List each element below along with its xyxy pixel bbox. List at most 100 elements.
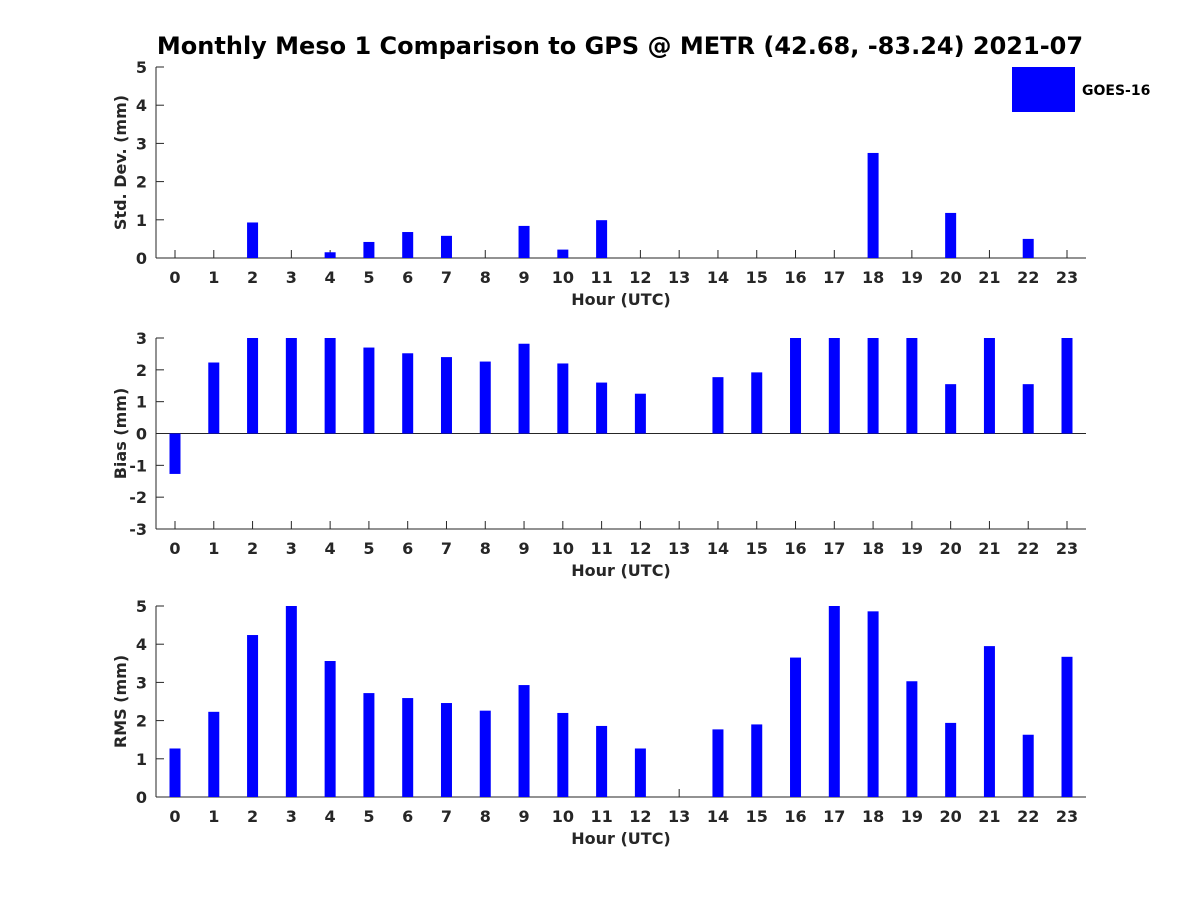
rms-bar-hour-18 xyxy=(867,611,879,797)
bias-x-tick-label: 22 xyxy=(1017,539,1039,558)
std-dev-x-tick-label: 17 xyxy=(823,268,845,287)
rms-y-tick-label: 4 xyxy=(136,635,147,654)
std-dev-x-tick-label: 9 xyxy=(518,268,529,287)
bias-x-tick-label: 14 xyxy=(707,539,729,558)
rms-bar-hour-21 xyxy=(983,646,995,797)
bias-x-tick-label: 16 xyxy=(784,539,806,558)
rms-y-tick-label: 2 xyxy=(136,712,147,731)
std-dev-y-tick-label: 2 xyxy=(136,173,147,192)
rms-x-tick-label: 22 xyxy=(1017,807,1039,826)
std-dev-x-tick-label: 8 xyxy=(480,268,491,287)
rms-y-tick-label: 0 xyxy=(136,788,147,807)
rms-x-tick-label: 13 xyxy=(668,807,690,826)
rms-x-tick-label: 18 xyxy=(862,807,884,826)
rms-bar-hour-17 xyxy=(828,606,840,797)
rms-bar-hour-1 xyxy=(208,711,220,797)
rms-bar-hour-8 xyxy=(479,710,491,797)
bias-bar-hour-16 xyxy=(790,338,802,434)
std-dev-x-tick-label: 4 xyxy=(325,268,336,287)
bias-x-tick-label: 23 xyxy=(1056,539,1078,558)
bias-x-tick-label: 4 xyxy=(325,539,336,558)
rms-x-tick-label: 10 xyxy=(552,807,574,826)
rms-bar-hour-7 xyxy=(440,703,452,797)
bias-x-tick-label: 11 xyxy=(590,539,612,558)
std-dev-bar-hour-20 xyxy=(945,212,957,258)
bias-bar-hour-5 xyxy=(363,347,375,434)
rms-bar-hour-22 xyxy=(1022,734,1034,797)
rms-bar-hour-16 xyxy=(790,657,802,797)
std-dev-bar-hour-4 xyxy=(324,252,336,258)
bias-bar-hour-7 xyxy=(440,357,452,434)
rms-bar-hour-19 xyxy=(906,681,918,797)
std-dev-x-tick-label: 16 xyxy=(784,268,806,287)
std-dev-x-tick-label: 13 xyxy=(668,268,690,287)
std-dev-x-tick-label: 6 xyxy=(402,268,413,287)
bias-x-tick-label: 9 xyxy=(518,539,529,558)
bias-x-tick-label: 5 xyxy=(363,539,374,558)
rms-x-tick-label: 16 xyxy=(784,807,806,826)
std-dev-bar-hour-6 xyxy=(402,232,414,258)
rms-bar-hour-2 xyxy=(247,635,259,797)
std-dev-x-tick-label: 0 xyxy=(169,268,180,287)
bias-x-tick-label: 6 xyxy=(402,539,413,558)
rms-x-tick-label: 17 xyxy=(823,807,845,826)
std-dev-y-tick-label: 5 xyxy=(136,58,147,77)
std-dev-x-tick-label: 21 xyxy=(978,268,1000,287)
bias-x-tick-label: 21 xyxy=(978,539,1000,558)
std-dev-x-tick-label: 14 xyxy=(707,268,729,287)
rms-bar-hour-10 xyxy=(557,712,569,797)
bias-x-tick-label: 2 xyxy=(247,539,258,558)
figure-title: Monthly Meso 1 Comparison to GPS @ METR … xyxy=(157,32,1083,60)
std-dev-x-tick-label: 7 xyxy=(441,268,452,287)
rms-x-tick-label: 6 xyxy=(402,807,413,826)
legend: GOES-16 xyxy=(1012,67,1150,112)
std-dev-x-tick-label: 12 xyxy=(629,268,651,287)
std-dev-bar-hour-7 xyxy=(440,235,452,258)
rms-x-tick-label: 7 xyxy=(441,807,452,826)
legend-label: GOES-16 xyxy=(1082,83,1150,99)
rms-bar-hour-6 xyxy=(402,698,414,797)
bias-bar-hour-22 xyxy=(1022,384,1034,434)
bias-bar-hour-19 xyxy=(906,338,918,434)
rms-bar-hour-9 xyxy=(518,685,530,797)
rms-x-tick-label: 3 xyxy=(286,807,297,826)
bias-x-tick-label: 0 xyxy=(169,539,180,558)
std-dev-bar-hour-18 xyxy=(867,152,879,258)
std-dev-x-tick-label: 11 xyxy=(590,268,612,287)
std-dev-x-axis-label: Hour (UTC) xyxy=(571,290,671,309)
rms-x-tick-label: 12 xyxy=(629,807,651,826)
bias-bar-hour-21 xyxy=(983,338,995,434)
std-dev-y-tick-label: 3 xyxy=(136,134,147,153)
bias-bar-hour-20 xyxy=(945,384,957,434)
rms-bar-hour-4 xyxy=(324,661,336,797)
std-dev-x-tick-label: 22 xyxy=(1017,268,1039,287)
bias-x-tick-label: 10 xyxy=(552,539,574,558)
rms-bar-hour-0 xyxy=(169,748,181,797)
rms-x-tick-label: 4 xyxy=(325,807,336,826)
rms-y-axis-label: RMS (mm) xyxy=(111,655,130,748)
rms-x-tick-label: 14 xyxy=(707,807,729,826)
std-dev-bar-hour-10 xyxy=(557,249,569,258)
bias-bar-hour-0 xyxy=(169,433,181,474)
bias-bar-hour-1 xyxy=(208,362,220,434)
bias-x-tick-label: 15 xyxy=(746,539,768,558)
rms-y-tick-label: 1 xyxy=(136,750,147,769)
bias-bar-hour-18 xyxy=(867,338,879,434)
rms-x-tick-label: 15 xyxy=(746,807,768,826)
std-dev-y-tick-label: 1 xyxy=(136,211,147,230)
bias-bar-hour-15 xyxy=(751,372,763,434)
bias-bar-hour-3 xyxy=(285,338,297,434)
bias-bar-hour-9 xyxy=(518,343,530,434)
bias-x-tick-label: 20 xyxy=(940,539,962,558)
std-dev-x-tick-label: 1 xyxy=(208,268,219,287)
rms-bar-hour-5 xyxy=(363,693,375,797)
std-dev-x-tick-label: 20 xyxy=(940,268,962,287)
std-dev-y-axis-label: Std. Dev. (mm) xyxy=(111,95,130,230)
bias-y-tick-label: 2 xyxy=(136,361,147,380)
bias-y-tick-label: -3 xyxy=(129,520,147,539)
bias-y-tick-label: -2 xyxy=(129,488,147,507)
rms-bar-hour-11 xyxy=(596,725,608,797)
bias-x-tick-label: 3 xyxy=(286,539,297,558)
